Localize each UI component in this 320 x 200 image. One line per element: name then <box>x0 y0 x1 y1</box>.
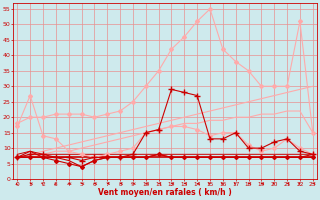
X-axis label: Vent moyen/en rafales ( km/h ): Vent moyen/en rafales ( km/h ) <box>98 188 232 197</box>
